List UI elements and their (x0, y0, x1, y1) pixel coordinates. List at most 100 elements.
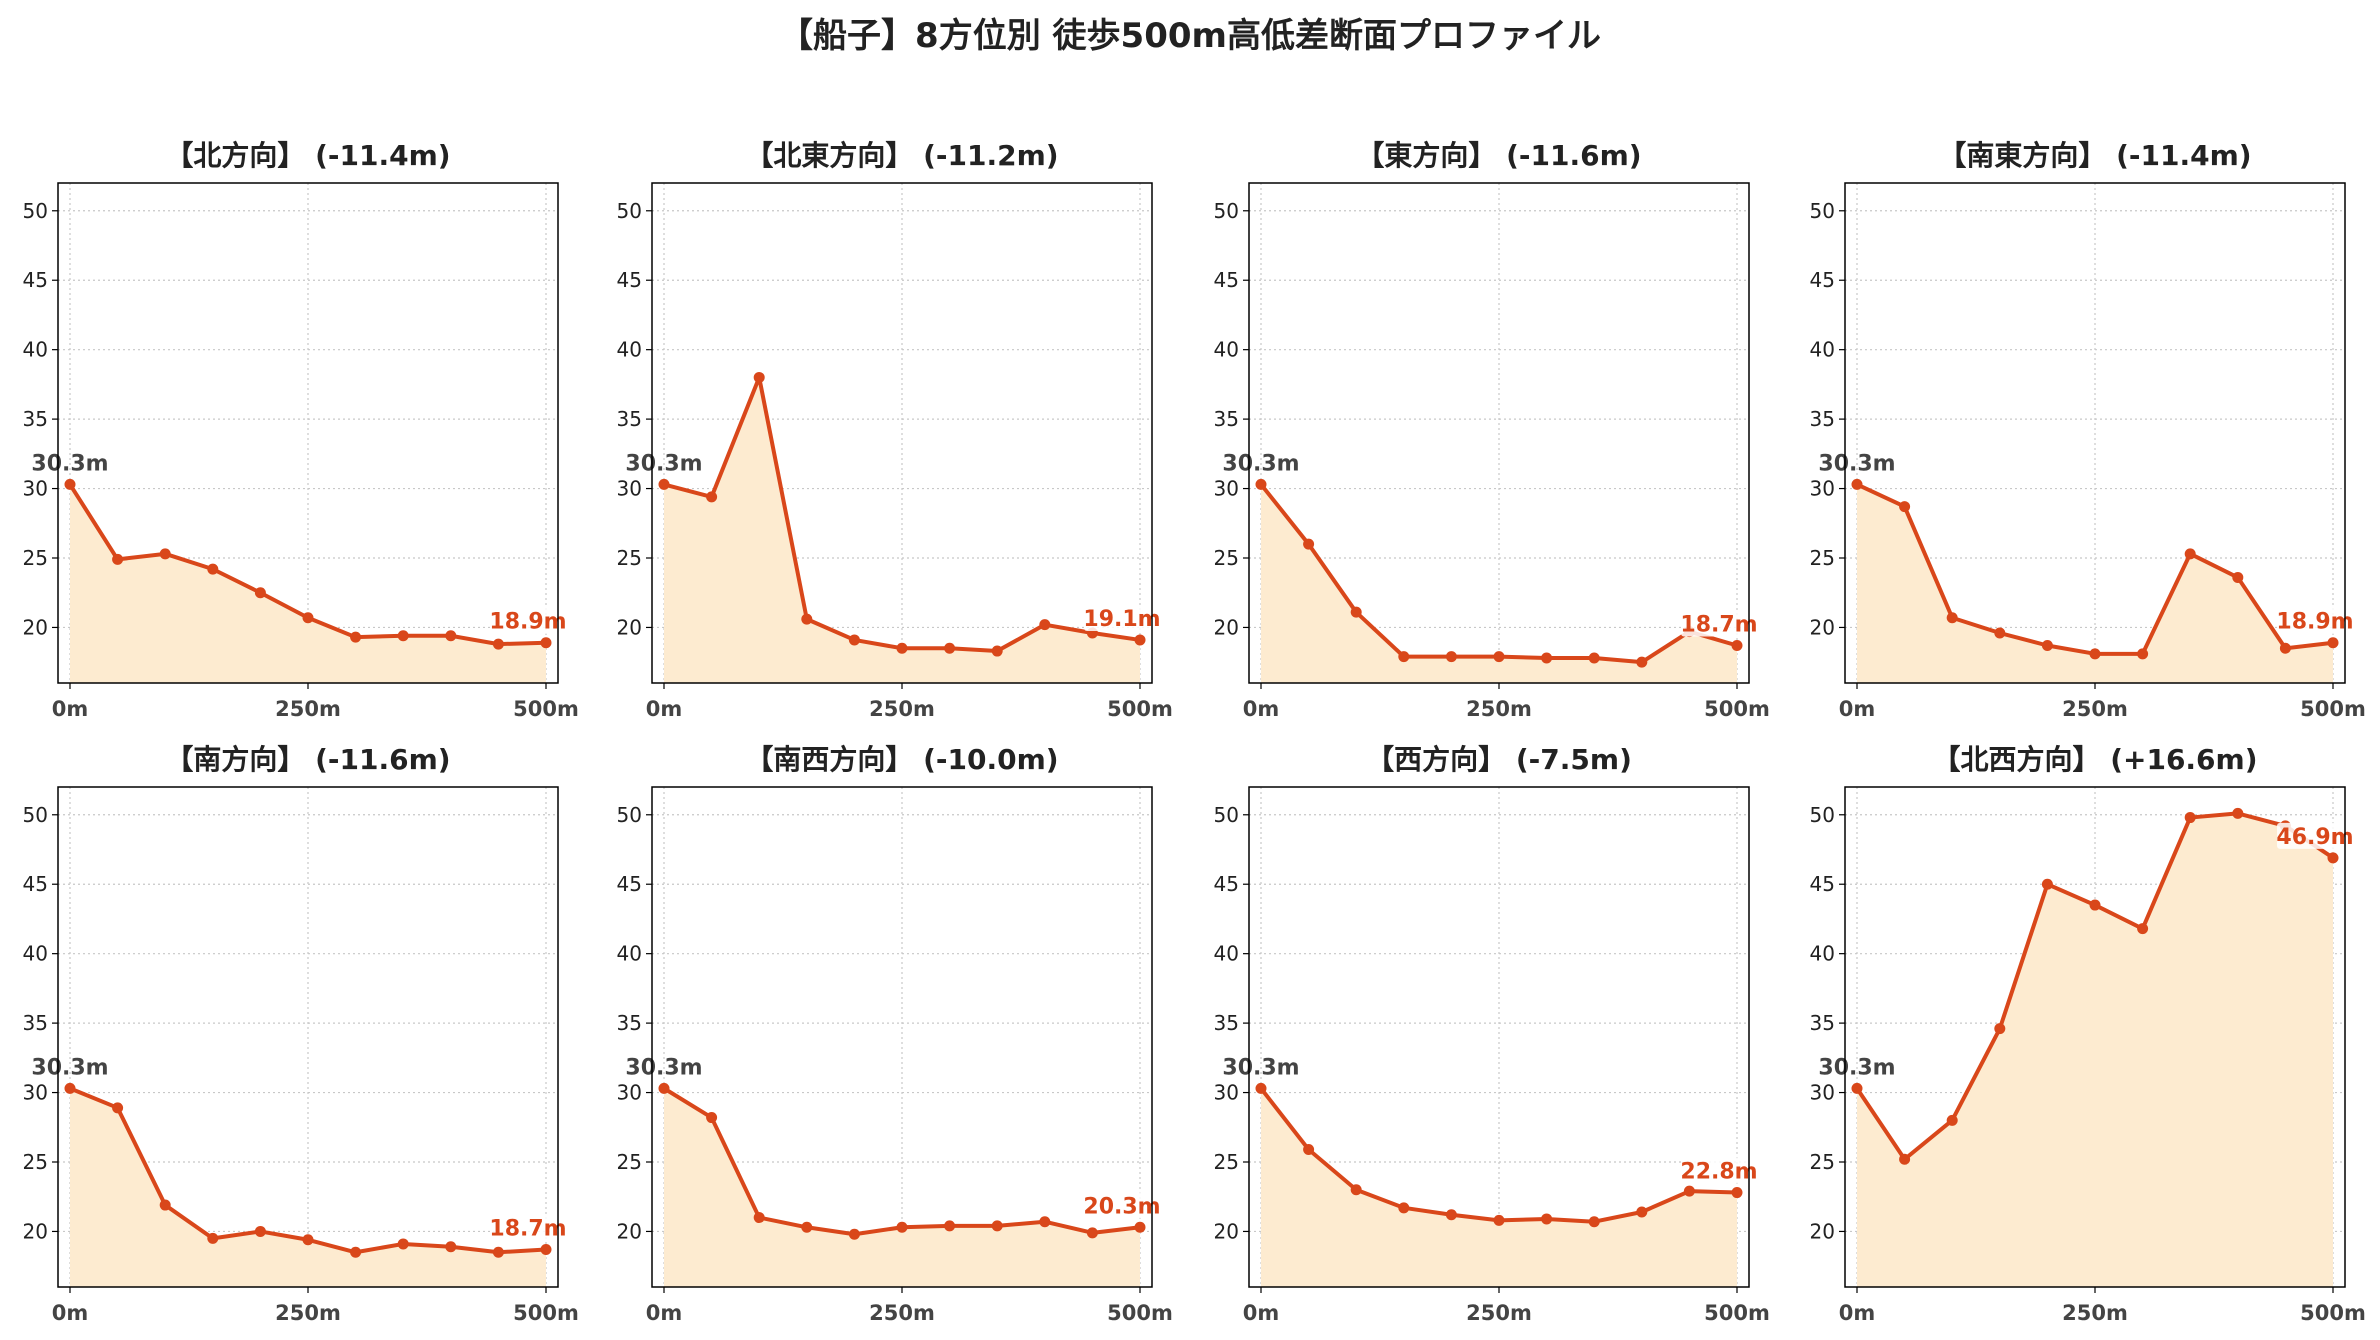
data-point (1683, 1185, 1695, 1197)
y-tick-label: 50 (23, 199, 48, 223)
panel-title: 【南方向】 (-11.6m) (165, 743, 450, 776)
data-point (753, 1212, 765, 1224)
data-point (207, 1232, 219, 1244)
data-point (64, 1082, 76, 1094)
data-point (1350, 1184, 1362, 1196)
y-tick-label: 25 (1214, 546, 1239, 570)
data-point (1851, 478, 1863, 490)
y-tick-label: 35 (617, 1011, 642, 1035)
x-tick-label: 250m (2062, 697, 2128, 721)
y-tick-label: 35 (1214, 407, 1239, 431)
data-point (2232, 807, 2244, 819)
y-tick-label: 20 (23, 1219, 48, 1243)
y-tick-label: 40 (617, 942, 642, 966)
y-tick-label: 30 (617, 477, 642, 501)
elevation-area (70, 1088, 546, 1287)
data-point (207, 563, 219, 575)
x-tick-label: 250m (869, 1301, 935, 1325)
main-title: 【船子】8方位別 徒歩500m高低差断面プロファイル (779, 16, 1601, 56)
elevation-area (1857, 813, 2333, 1287)
y-tick-label: 35 (23, 407, 48, 431)
data-point (991, 645, 1003, 657)
data-point (2327, 852, 2339, 864)
data-point (1541, 652, 1553, 664)
x-tick-label: 250m (869, 697, 935, 721)
x-tick-label: 500m (1704, 1301, 1770, 1325)
x-tick-label: 250m (1466, 697, 1532, 721)
data-point (848, 634, 860, 646)
y-tick-label: 20 (1214, 615, 1239, 639)
x-tick-label: 250m (1466, 1301, 1532, 1325)
y-tick-label: 40 (1214, 338, 1239, 362)
data-point (658, 1082, 670, 1094)
start-label: 30.3m (31, 451, 108, 476)
y-tick-label: 35 (23, 1011, 48, 1035)
data-point (397, 1238, 409, 1250)
y-tick-label: 20 (1810, 615, 1835, 639)
data-point (2184, 548, 2196, 560)
data-point (1541, 1213, 1553, 1225)
panel-title: 【北方向】 (-11.4m) (165, 139, 450, 172)
data-point (1350, 606, 1362, 618)
data-point (753, 371, 765, 383)
data-point (445, 630, 457, 642)
y-tick-label: 35 (1810, 1011, 1835, 1035)
elevation-area (664, 377, 1140, 683)
panel-title: 【北東方向】 (-11.2m) (745, 139, 1058, 172)
y-tick-label: 45 (617, 872, 642, 896)
plot-frame (57, 182, 559, 684)
x-tick-label: 500m (1704, 697, 1770, 721)
data-point (1255, 1082, 1267, 1094)
y-tick-label: 35 (1214, 1011, 1239, 1035)
x-tick-label: 0m (52, 1301, 89, 1325)
data-point (1255, 478, 1267, 490)
y-tick-label: 20 (1810, 1219, 1835, 1243)
panel-title: 【南西方向】 (-10.0m) (745, 743, 1058, 776)
end-label: 18.7m (489, 1217, 566, 1242)
data-point (1445, 651, 1457, 663)
x-tick-label: 250m (275, 1301, 341, 1325)
end-label: 20.3m (1083, 1194, 1160, 1219)
x-tick-label: 250m (2062, 1301, 2128, 1325)
y-tick-label: 20 (1214, 1219, 1239, 1243)
data-point (159, 1199, 171, 1211)
data-point (1445, 1209, 1457, 1221)
start-label: 30.3m (1818, 451, 1895, 476)
data-point (658, 478, 670, 490)
y-tick-label: 50 (617, 803, 642, 827)
x-tick-label: 500m (513, 1301, 579, 1325)
y-tick-label: 45 (1214, 872, 1239, 896)
data-point (1303, 538, 1315, 550)
data-point (1039, 1216, 1051, 1228)
y-tick-label: 30 (23, 477, 48, 501)
y-tick-label: 30 (1214, 1081, 1239, 1105)
x-tick-label: 0m (646, 1301, 683, 1325)
data-point (944, 642, 956, 654)
y-tick-label: 30 (1810, 477, 1835, 501)
start-label: 30.3m (625, 451, 702, 476)
y-tick-label: 30 (1810, 1081, 1835, 1105)
data-point (1493, 1214, 1505, 1226)
y-tick-label: 25 (1214, 1150, 1239, 1174)
plot-frame (651, 182, 1153, 684)
y-tick-label: 20 (23, 615, 48, 639)
data-point (64, 478, 76, 490)
end-label: 18.9m (2276, 610, 2353, 635)
data-point (2232, 571, 2244, 583)
data-point (1398, 651, 1410, 663)
data-point (2327, 637, 2339, 649)
end-label-bg (2277, 607, 2353, 634)
data-point (1946, 1114, 1958, 1126)
plot-frame (1248, 786, 1750, 1288)
plot-frame (651, 786, 1153, 1288)
plot-frame (57, 786, 559, 1288)
panel-title: 【西方向】 (-7.5m) (1366, 743, 1632, 776)
data-point (1636, 1206, 1648, 1218)
y-tick-label: 25 (1810, 546, 1835, 570)
